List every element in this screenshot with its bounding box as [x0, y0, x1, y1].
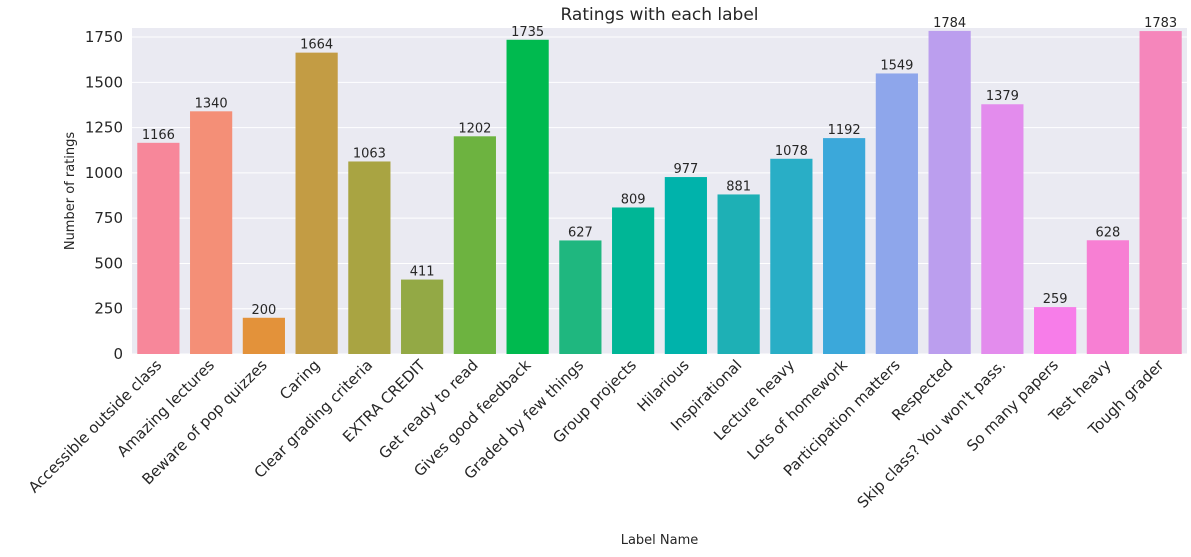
bar [717, 194, 760, 354]
y-tick-label: 1750 [85, 28, 123, 46]
bar [1139, 31, 1182, 354]
bar-value-label: 1078 [775, 144, 808, 159]
bar-value-label: 1202 [458, 121, 491, 136]
bar [928, 30, 971, 355]
bar-value-label: 1192 [828, 123, 861, 138]
x-tick-label: Caring [276, 356, 323, 403]
bars [137, 30, 1182, 355]
bar-value-label: 627 [568, 225, 593, 240]
bar-value-label: 1340 [195, 96, 228, 111]
bar [1086, 240, 1129, 354]
bar-value-label: 1664 [300, 38, 333, 53]
y-tick-label: 1000 [85, 164, 123, 182]
bar-value-label: 1379 [986, 89, 1019, 104]
bar [506, 39, 549, 355]
x-tick-label: Lots of homework [744, 356, 852, 464]
bar [823, 138, 866, 354]
bar-value-label: 1783 [1144, 16, 1177, 31]
y-axis-ticks: 0 250 500 750 1000 1250 1500 1750 [85, 28, 123, 363]
bar-value-label: 411 [410, 265, 435, 280]
bar [190, 111, 233, 354]
y-tick-label: 1500 [85, 73, 123, 91]
plot-area [132, 28, 1187, 354]
bar-value-label: 1784 [933, 16, 966, 31]
bar [242, 317, 285, 354]
bar [137, 142, 180, 354]
bar [664, 177, 707, 354]
y-tick-label: 750 [94, 209, 123, 227]
bar [453, 136, 496, 354]
bar-value-label: 1549 [880, 58, 913, 73]
x-tick-label: Amazing lectures [113, 356, 218, 461]
bar [295, 52, 338, 355]
x-tick-label: Get ready to read [375, 356, 481, 462]
bar-value-labels: 1166 1340 200 1664 1063 411 1202 1735 627 809 977 8… [142, 16, 1177, 318]
x-axis-label: Label Name [621, 533, 699, 548]
bar [1034, 307, 1077, 354]
bar-value-label: 809 [621, 192, 646, 207]
y-tick-label: 1250 [85, 119, 123, 137]
bar-value-label: 259 [1043, 292, 1068, 307]
bar [401, 279, 444, 354]
y-axis-label: Number of ratings [63, 132, 78, 251]
bar-value-label: 200 [251, 303, 276, 318]
bar [559, 240, 602, 354]
y-tick-label: 250 [94, 300, 123, 318]
bar [612, 207, 655, 354]
chart-title: Ratings with each label [560, 5, 758, 25]
bar-value-label: 881 [726, 179, 751, 194]
bar-value-label: 628 [1095, 225, 1120, 240]
bar [348, 161, 391, 354]
bar-value-label: 977 [673, 162, 698, 177]
bar [981, 104, 1024, 355]
y-tick-label: 0 [113, 345, 123, 363]
bar-value-label: 1166 [142, 128, 175, 143]
x-tick-label: So many papers [963, 356, 1062, 455]
bar-value-label: 1063 [353, 146, 386, 161]
bar-value-label: 1735 [511, 25, 544, 40]
bar [770, 158, 813, 354]
y-tick-label: 500 [94, 254, 123, 272]
bar [875, 73, 918, 354]
